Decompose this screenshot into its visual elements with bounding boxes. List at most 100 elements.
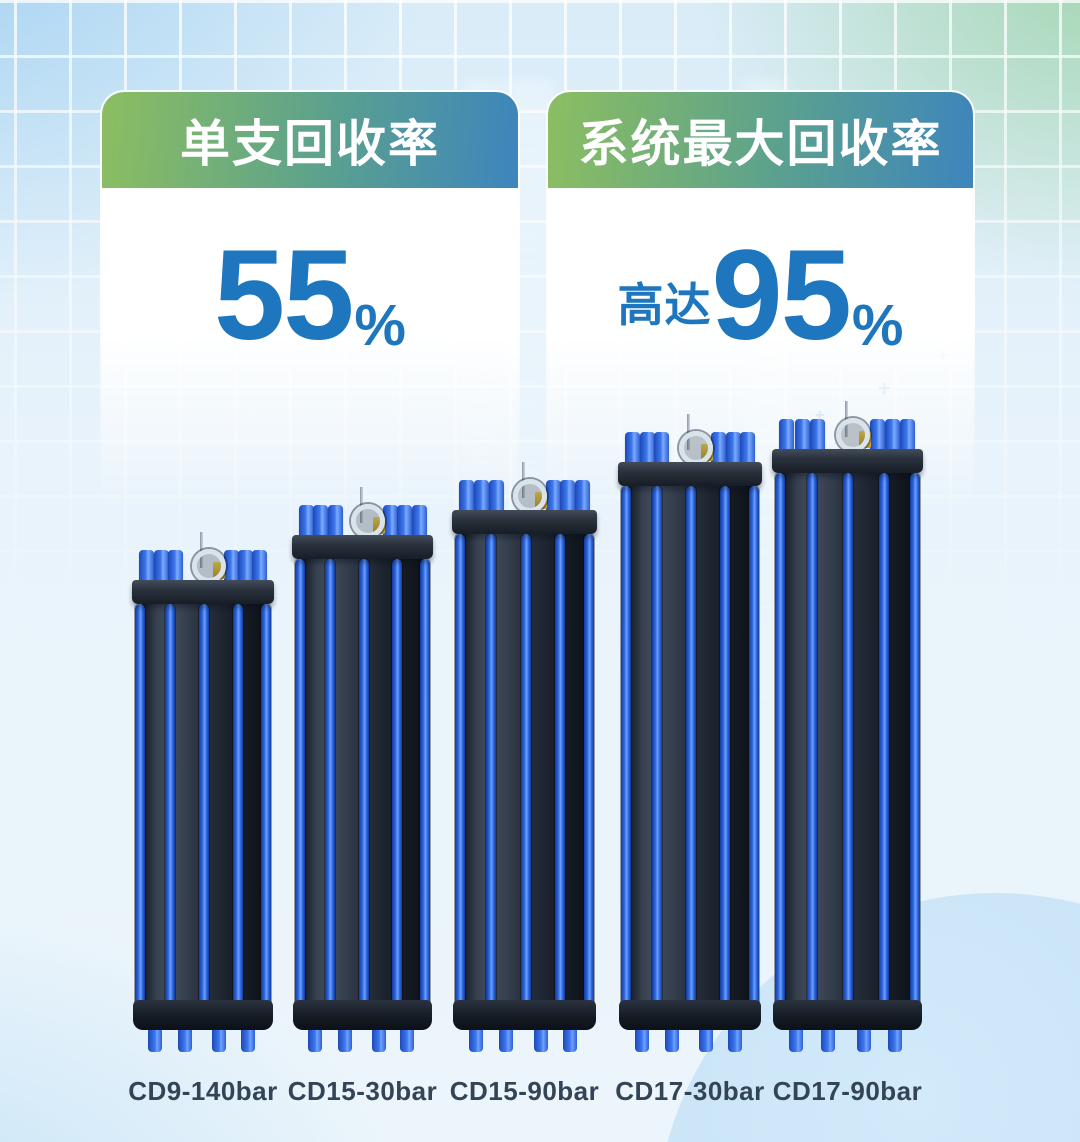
port-cap (545, 480, 561, 514)
product-label: CD9-140bar (128, 1076, 278, 1106)
tie-rod (555, 534, 566, 1022)
foot-stub (468, 1025, 483, 1052)
port-cap (740, 432, 756, 466)
foot-stub (399, 1025, 414, 1052)
port-cap (252, 550, 268, 584)
tie-rod (325, 559, 336, 1022)
port-cap (411, 505, 427, 539)
tie-rod (584, 534, 594, 1022)
port-cap (779, 419, 795, 453)
tie-rod (843, 473, 854, 1022)
bottom-collar (619, 1000, 761, 1030)
port-cap (223, 550, 239, 584)
foot-stub (499, 1025, 514, 1052)
foot-stub (789, 1025, 804, 1052)
port-cap (809, 419, 825, 453)
port-cap (625, 432, 641, 466)
port-cap (238, 550, 254, 584)
tie-rod (651, 486, 662, 1022)
port-cap (639, 432, 655, 466)
tie-rod (392, 559, 403, 1022)
port-cap (383, 505, 399, 539)
foot-stub (699, 1025, 714, 1052)
foot-stub (533, 1025, 548, 1052)
bottom-collar (293, 1000, 432, 1030)
tie-rod (807, 473, 818, 1022)
card-system-max-recovery: 系统最大回收率 高达 95 % (548, 92, 973, 512)
port-cap (459, 480, 475, 514)
foot-stub (821, 1025, 836, 1052)
foot-stub (664, 1025, 679, 1052)
membrane-vessel (132, 532, 274, 1052)
membrane-vessel (292, 487, 433, 1052)
foot-stub (728, 1025, 743, 1052)
tie-rod (520, 534, 531, 1022)
foot-stub (240, 1025, 255, 1052)
foot-stub (178, 1025, 193, 1052)
foot-stub (148, 1025, 163, 1052)
port-cap (313, 505, 329, 539)
tie-rod (455, 534, 465, 1022)
tie-rod (165, 604, 176, 1022)
port-cap (869, 419, 885, 453)
top-end-plate (452, 510, 597, 534)
product-label: CD17-90bar (772, 1076, 923, 1106)
foot-stub (337, 1025, 352, 1052)
tie-rod (295, 559, 305, 1022)
port-cap (299, 505, 315, 539)
tie-rod (720, 486, 731, 1022)
tie-rod (420, 559, 430, 1022)
tie-rod (775, 473, 785, 1022)
membrane-vessel (618, 414, 762, 1052)
tie-rod (879, 473, 890, 1022)
lifting-ring-icon (835, 418, 870, 452)
membrane-vessel (452, 462, 597, 1052)
product-label: CD15-30bar (287, 1076, 438, 1106)
port-cap (397, 505, 413, 539)
product-label: CD17-30bar (615, 1076, 765, 1106)
tie-rod (910, 473, 920, 1022)
tie-rod (749, 486, 759, 1022)
lifting-ring-icon (513, 479, 548, 513)
lifting-ring-icon (678, 431, 713, 465)
foot-stub (563, 1025, 578, 1052)
bottom-collar (773, 1000, 922, 1030)
product-label: CD15-90bar (449, 1076, 600, 1106)
foot-stub (371, 1025, 386, 1052)
tie-rod (621, 486, 631, 1022)
port-cap (167, 550, 183, 584)
foot-stub (634, 1025, 649, 1052)
port-cap (725, 432, 741, 466)
port-cap (473, 480, 489, 514)
foot-stub (308, 1025, 323, 1052)
membrane-vessel (772, 401, 923, 1052)
port-cap (711, 432, 727, 466)
port-cap (327, 505, 343, 539)
top-end-plate (618, 462, 762, 486)
port-cap (900, 419, 916, 453)
tie-rod (135, 604, 145, 1022)
foot-stub (212, 1025, 227, 1052)
card-single-recovery: 单支回收率 55 % (102, 92, 518, 512)
port-cap (794, 419, 810, 453)
port-cap (885, 419, 901, 453)
port-cap (488, 480, 504, 514)
tie-rod (485, 534, 496, 1022)
top-end-plate (292, 535, 433, 559)
bottom-collar (453, 1000, 596, 1030)
foot-stub (887, 1025, 902, 1052)
bottom-collar (133, 1000, 273, 1030)
foot-stub (857, 1025, 872, 1052)
port-cap (139, 550, 155, 584)
tie-rod (358, 559, 369, 1022)
top-end-plate (772, 449, 923, 473)
port-cap (153, 550, 169, 584)
tie-rod (199, 604, 210, 1022)
port-cap (575, 480, 591, 514)
top-end-plate (132, 580, 274, 604)
port-cap (560, 480, 576, 514)
tie-rod (686, 486, 697, 1022)
tie-rod (232, 604, 243, 1022)
